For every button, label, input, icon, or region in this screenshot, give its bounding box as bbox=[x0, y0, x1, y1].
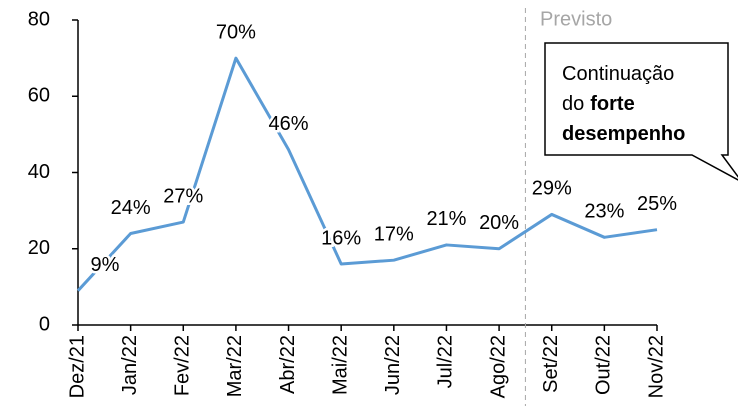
forecast-label: Previsto bbox=[540, 8, 612, 30]
y-tick-label: 40 bbox=[28, 161, 50, 183]
x-tick-label: Fev/22 bbox=[172, 335, 194, 396]
x-tick-label: Abr/22 bbox=[277, 335, 299, 394]
callout-text: do forte bbox=[562, 93, 635, 115]
data-label: 9% bbox=[91, 254, 120, 276]
line-series bbox=[76, 56, 658, 292]
x-tick-label: Out/22 bbox=[593, 335, 615, 395]
data-label: 17% bbox=[374, 223, 414, 245]
y-tick-label: 20 bbox=[28, 237, 50, 259]
y-tick-label: 0 bbox=[39, 313, 50, 335]
x-tick-label: Ago/22 bbox=[487, 335, 509, 398]
x-tick-label: Set/22 bbox=[540, 335, 562, 393]
data-label: 27% bbox=[163, 185, 203, 207]
callout-text: desempenho bbox=[562, 123, 685, 145]
x-tick-label: Jan/22 bbox=[119, 335, 141, 395]
data-label: 23% bbox=[584, 201, 624, 223]
data-label: 16% bbox=[321, 227, 361, 249]
callout-word: Continuação bbox=[562, 63, 674, 85]
data-label: 29% bbox=[532, 178, 572, 200]
callout-word: forte bbox=[590, 93, 634, 115]
y-tick-label: 60 bbox=[28, 85, 50, 107]
data-label: 24% bbox=[111, 197, 151, 219]
callout-word: desempenho bbox=[562, 123, 685, 145]
data-label: 46% bbox=[269, 113, 309, 135]
x-tick-label: Dez/21 bbox=[66, 335, 88, 398]
callout-text: Continuação bbox=[562, 63, 674, 85]
x-tick-label: Mai/22 bbox=[329, 335, 351, 395]
x-tick-label: Jun/22 bbox=[382, 335, 404, 395]
data-label: 21% bbox=[426, 208, 466, 230]
y-tick-label: 80 bbox=[28, 8, 50, 30]
x-tick-label: Nov/22 bbox=[645, 335, 667, 398]
data-label: 20% bbox=[479, 212, 519, 234]
data-label: 70% bbox=[216, 21, 256, 43]
data-label: 25% bbox=[637, 193, 677, 215]
x-tick-label: Jul/22 bbox=[435, 335, 457, 388]
x-tick-label: Mar/22 bbox=[224, 335, 246, 397]
callout-word: do bbox=[562, 93, 584, 115]
callout-box bbox=[544, 42, 738, 181]
